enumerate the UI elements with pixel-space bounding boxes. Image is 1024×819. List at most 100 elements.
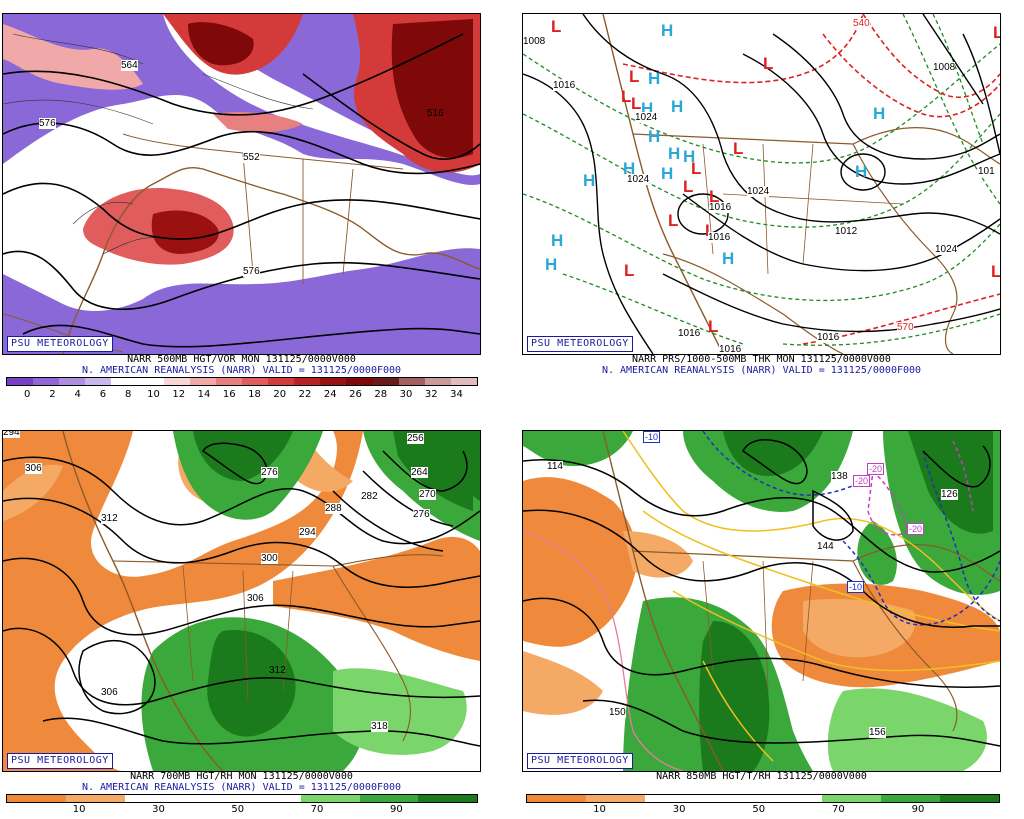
colorbar-swatch: [822, 795, 881, 802]
low-center-marker: L: [705, 221, 715, 240]
height-label: 144: [817, 541, 834, 552]
map-graphic: [3, 431, 480, 771]
colorbar-tick-label: 10: [593, 804, 606, 815]
low-center-marker: L: [709, 187, 719, 206]
colorbar-vorticity: [6, 377, 478, 386]
isobar-label: 1024: [935, 244, 958, 255]
height-label: 150: [609, 707, 626, 718]
low-center-marker: L: [551, 17, 561, 36]
low-center-marker: L: [631, 94, 641, 113]
colorbar-tick-label: 50: [752, 804, 766, 815]
high-center-marker: H: [668, 144, 680, 163]
colorbar-tick-label: 22: [298, 389, 312, 400]
high-center-marker: H: [722, 249, 734, 268]
colorbar-tick-label: 28: [374, 389, 388, 400]
colorbar-swatch: [124, 795, 184, 802]
panel-caption-title: NARR 850MB HGT/T/RH 131125/0000V000: [656, 771, 867, 782]
colorbar-tick-label: 34: [450, 389, 463, 400]
map-500mb-vorticity: 564 576 516 552 576 PSU METEOROLOGY: [2, 13, 481, 355]
high-center-marker: H: [873, 104, 885, 123]
colorbar-swatch: [215, 378, 242, 385]
low-center-marker: L: [668, 211, 678, 230]
map-graphic: H H H H H H H H H H H H H H H L L L: [523, 14, 1000, 354]
colorbar-tick-label: 24: [323, 389, 337, 400]
colorbar-swatch: [268, 378, 295, 385]
colorbar-swatch: [418, 795, 477, 802]
high-center-marker: H: [583, 171, 595, 190]
colorbar-swatch: [398, 378, 425, 385]
colorbar-ticks: 10 30 50 70 90: [526, 804, 1000, 816]
isobar-label: 1012: [835, 226, 858, 237]
colorbar-tick-label: 2: [49, 389, 56, 400]
colorbar-tick-label: 6: [99, 389, 107, 400]
colorbar-tick-label: 90: [911, 804, 925, 815]
high-center-marker: H: [661, 21, 673, 40]
colorbar-tick-label: 16: [222, 389, 236, 400]
panel-caption-valid: N. AMERICAN REANALYSIS (NARR) VALID = 13…: [81, 365, 402, 376]
temp-label: -10: [847, 581, 865, 593]
isobar-label: 1016: [678, 328, 701, 339]
psu-meteorology-badge: PSU METEOROLOGY: [527, 753, 633, 769]
height-label: 306: [101, 687, 118, 698]
colorbar-swatch: [450, 378, 477, 385]
colorbar-tick-label: 10: [72, 804, 86, 815]
colorbar-tick-label: 70: [831, 804, 845, 815]
colorbar-tick-label: 50: [231, 804, 245, 815]
isobar-label: 1008: [933, 62, 956, 73]
map-700mb-rh: 294 306 312 276 256 264 270 282 288 294 …: [2, 430, 481, 772]
low-center-marker: L: [629, 67, 639, 86]
colorbar-swatch: [7, 795, 66, 802]
colorbar-tick-label: 0: [24, 389, 31, 400]
colorbar-swatch: [111, 378, 138, 385]
colorbar-swatch: [346, 378, 373, 385]
high-center-marker: H: [623, 159, 635, 178]
low-center-marker: L: [991, 262, 1000, 281]
colorbar-swatch: [940, 795, 999, 802]
colorbar-swatch: [137, 378, 164, 385]
isobar-label: 1008: [523, 36, 546, 47]
colorbar-swatch: [65, 795, 125, 802]
low-center-marker: L: [621, 87, 631, 106]
contour-label-576: 576: [39, 118, 56, 129]
colorbar-tick-label: 30: [672, 804, 686, 815]
colorbar-tick-label: 18: [248, 389, 261, 400]
low-center-marker: L: [993, 23, 1000, 42]
colorbar-swatch: [59, 378, 86, 385]
psu-meteorology-badge: PSU METEOROLOGY: [7, 753, 113, 769]
height-label: 306: [247, 593, 264, 604]
colorbar-tick-label: 30: [152, 804, 165, 815]
colorbar-swatch: [183, 795, 242, 802]
high-center-marker: H: [661, 164, 673, 183]
thickness-label: 570: [897, 322, 914, 333]
isobar-label: 1016: [719, 344, 742, 355]
isobar-label: 1016: [708, 232, 731, 243]
height-label: 256: [407, 433, 424, 444]
height-label: 126: [941, 489, 958, 500]
contour-label-516: 516: [427, 108, 444, 119]
low-center-marker: L: [683, 177, 693, 196]
colorbar-swatch: [586, 795, 645, 802]
colorbar-swatch: [242, 795, 301, 802]
colorbar-tick-label: 10: [147, 389, 160, 400]
colorbar-tick-label: 30: [399, 389, 413, 400]
colorbar-swatch: [294, 378, 321, 385]
height-label: 156: [869, 727, 886, 738]
colorbar-tick-label: 8: [125, 389, 132, 400]
high-center-marker: H: [545, 255, 557, 274]
colorbar-rh: [6, 794, 478, 803]
high-center-marker: H: [671, 97, 683, 116]
low-center-marker: L: [763, 54, 773, 73]
contour-label-552: 552: [243, 152, 260, 163]
colorbar-swatch: [527, 795, 586, 802]
low-center-marker: L: [624, 261, 634, 280]
colorbar-ticks: 10 30 50 70 90: [6, 804, 478, 816]
colorbar-swatch: [7, 378, 34, 385]
map-graphic: [523, 431, 1000, 771]
colorbar-swatch: [189, 378, 216, 385]
contour-label-576b: 576: [243, 266, 260, 277]
temp-label: -20: [867, 463, 885, 475]
isobar-label: 101: [978, 166, 995, 177]
high-center-marker: H: [648, 69, 660, 88]
height-label: 288: [325, 503, 342, 514]
map-850mb-rh: 114 -10 -20 -20 -20 126 138 144 -10 150 …: [522, 430, 1001, 772]
